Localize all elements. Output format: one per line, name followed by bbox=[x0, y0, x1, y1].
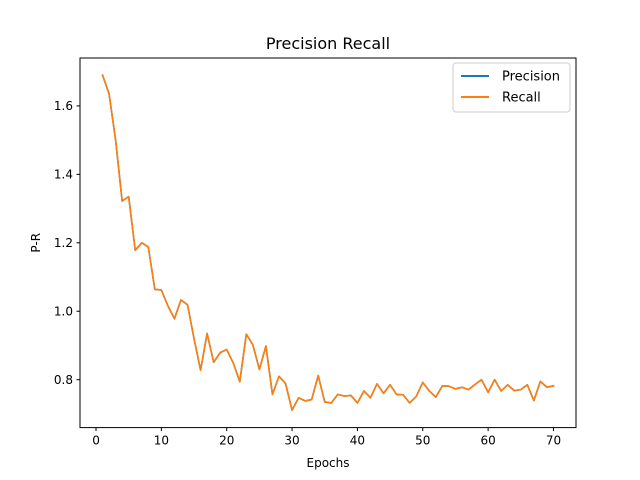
y-tick-label: 1.4 bbox=[54, 168, 73, 182]
y-tick-label: 0.8 bbox=[54, 373, 73, 387]
x-tick-label: 50 bbox=[415, 434, 430, 448]
y-axis-label: P-R bbox=[29, 233, 43, 253]
x-tick-label: 60 bbox=[480, 434, 495, 448]
plot-frame bbox=[79, 57, 577, 429]
x-tick-label: 10 bbox=[154, 434, 169, 448]
y-tick-label: 1.2 bbox=[54, 236, 73, 250]
x-tick-label: 40 bbox=[350, 434, 365, 448]
x-axis-ticks: 0 10 20 30 40 50 60 70 bbox=[92, 427, 561, 448]
plot-series bbox=[101, 74, 555, 411]
y-axis-ticks: 0.8 1.0 1.2 1.4 1.6 bbox=[54, 99, 80, 387]
legend-recall-label: Recall bbox=[502, 91, 541, 106]
y-tick-label: 1.0 bbox=[54, 305, 73, 319]
x-tick-label: 30 bbox=[284, 434, 299, 448]
chart-title: Precision Recall bbox=[266, 34, 390, 53]
x-tick-label: 20 bbox=[219, 434, 234, 448]
legend-precision-label: Precision bbox=[502, 70, 560, 85]
legend: Precision Recall bbox=[452, 62, 571, 113]
x-tick-label: 70 bbox=[546, 434, 561, 448]
y-tick-label: 1.6 bbox=[54, 99, 73, 113]
x-axis-label: Epochs bbox=[307, 456, 350, 470]
series-line-recall bbox=[101, 74, 555, 411]
x-tick-label: 0 bbox=[92, 434, 100, 448]
